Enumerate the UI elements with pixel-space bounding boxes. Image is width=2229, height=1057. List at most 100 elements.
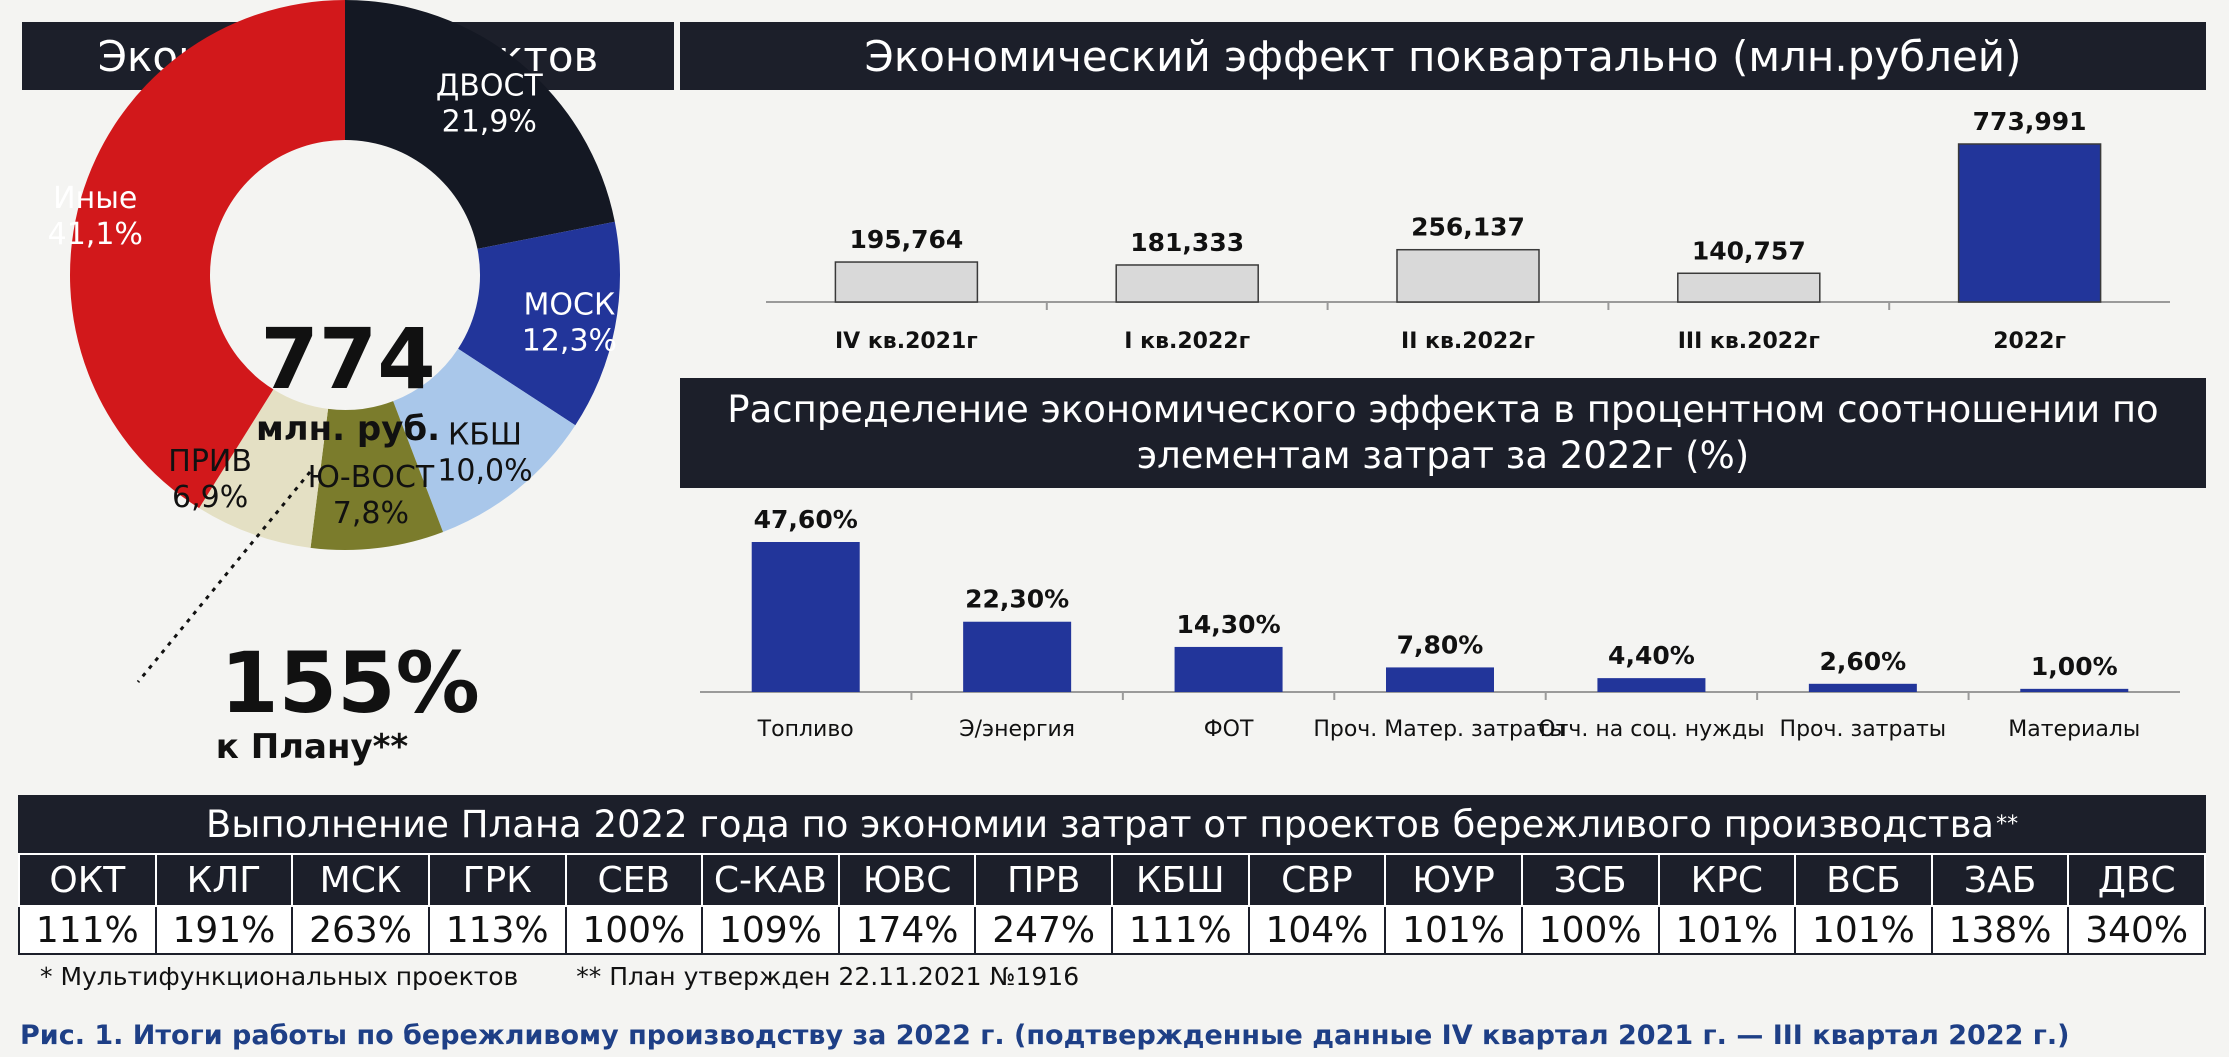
plan-table: ОКТ КЛГ МСК ГРК СЕВ С-КАВ ЮВС ПРВ КБШ СВР ЮУР ЗСБ КР… <box>18 853 2206 955</box>
distribution-category-3: Проч. Матер. затраты <box>1313 717 1566 742</box>
plan-column-2: МСК <box>291 853 430 907</box>
plan-column-13: ВСБ <box>1794 853 1933 907</box>
quarterly-value-0: 195,764 <box>849 225 963 254</box>
quarterly-category-2: II кв.2022г <box>1401 329 1535 354</box>
plan-column-15: ДВС <box>2067 853 2206 907</box>
plan-value-9: 104% <box>1247 905 1387 955</box>
plan-column-7: ПРВ <box>974 853 1113 907</box>
figure-caption: Рис. 1. Итоги работы по бережливому прои… <box>20 1020 2070 1051</box>
plan-column-10: ЮУР <box>1384 853 1523 907</box>
donut-slice-4 <box>199 389 329 548</box>
distribution-category-2: ФОТ <box>1204 717 1254 742</box>
distribution-bar-6 <box>2020 688 2129 692</box>
plan-table-header: Выполнение Плана 2022 года по экономии з… <box>18 795 2206 853</box>
plan-value-5: 109% <box>701 905 840 955</box>
donut-slice-2 <box>393 348 576 532</box>
plan-column-1: КЛГ <box>154 853 294 907</box>
plan-percent: 155% <box>220 634 480 732</box>
plan-column-8: КБШ <box>1111 853 1250 907</box>
distribution-value-2: 14,30% <box>1177 610 1281 639</box>
distribution-bar-chart: 47,60% Топливо 22,30% Э/энергия 14,30% ФОТ 7,8… <box>700 505 2180 742</box>
footnotes: * Мультифункциональных проектов ** План … <box>40 962 1129 991</box>
plan-column-0: ОКТ <box>18 853 157 907</box>
quarterly-value-2: 256,137 <box>1411 213 1525 242</box>
donut-slice-5 <box>70 0 346 509</box>
distribution-bar-2 <box>1174 646 1283 692</box>
donut-label-value-5: 41,1% <box>48 217 143 252</box>
distribution-bar-0 <box>751 542 860 692</box>
donut-slice-3 <box>310 401 444 550</box>
distribution-value-0: 47,60% <box>754 505 858 534</box>
plan-column-3: ГРК <box>427 853 567 907</box>
quarterly-value-3: 140,757 <box>1692 236 1806 265</box>
plan-table-title: Выполнение Плана 2022 года по экономии з… <box>205 802 1995 846</box>
distribution-category-1: Э/энергия <box>959 717 1075 742</box>
plan-value-6: 174% <box>837 905 977 955</box>
donut-label-name-2: КБШ <box>448 418 522 453</box>
plan-value-1: 191% <box>154 905 294 955</box>
distribution-category-0: Топливо <box>757 717 854 742</box>
plan-value-2: 263% <box>291 905 430 955</box>
donut-slice-0 <box>345 0 615 249</box>
quarterly-header: Экономический эффект поквартально (млн.р… <box>680 22 2206 90</box>
plan-value-7: 247% <box>974 905 1113 955</box>
donut-slice-1 <box>458 221 620 426</box>
quarterly-category-1: I кв.2022г <box>1124 329 1250 354</box>
distribution-header: Распределение экономического эффекта в п… <box>680 378 2206 488</box>
plan-value-14: 138% <box>1930 905 2070 955</box>
plan-value-11: 100% <box>1520 905 1660 955</box>
distribution-value-3: 7,80% <box>1397 630 1484 659</box>
distribution-bar-4 <box>1597 678 1706 692</box>
plan-value-4: 100% <box>564 905 704 955</box>
donut-label-name-0: ДВОСТ <box>436 68 544 103</box>
distribution-header-line1: Распределение экономического эффекта в п… <box>727 388 2159 431</box>
plan-value-8: 111% <box>1111 905 1250 955</box>
quarterly-bar-4 <box>1957 143 2102 303</box>
donut-label-value-3: 7,8% <box>333 496 409 531</box>
donut-label-name-5: Иные <box>53 181 137 216</box>
quarterly-category-0: IV кв.2021г <box>835 329 978 354</box>
footnote-1: * Мультифункциональных проектов <box>40 962 519 991</box>
distribution-bar-1 <box>963 621 1072 692</box>
quarterly-category-3: III кв.2022г <box>1678 329 1820 354</box>
plan-label: к Плану** <box>216 727 409 767</box>
quarterly-value-4: 773,991 <box>1973 107 2087 136</box>
donut-center-value: 774 <box>260 310 435 408</box>
distribution-value-5: 2,60% <box>1819 647 1906 676</box>
plan-column-4: СЕВ <box>564 853 704 907</box>
donut-label-value-1: 12,3% <box>522 324 617 359</box>
footnote-2: ** План утвержден 22.11.2021 №1916 <box>576 962 1080 991</box>
quarterly-bar-2 <box>1396 248 1540 303</box>
distribution-value-4: 4,40% <box>1608 641 1695 670</box>
donut-center-unit: млн. руб. <box>256 409 440 449</box>
plan-value-10: 101% <box>1384 905 1523 955</box>
plan-value-15: 340% <box>2067 905 2206 955</box>
distribution-value-6: 1,00% <box>2031 652 2118 681</box>
distribution-header-line2: элементам затрат за 2022г (%) <box>1136 434 1750 477</box>
plan-value-0: 111% <box>18 905 157 955</box>
plan-table-values-row: 111% 191% 263% 113% 100% 109% 174% 247% 111% 104%… <box>18 905 2206 955</box>
quarterly-category-4: 2022г <box>1993 329 2066 354</box>
distribution-category-5: Проч. затраты <box>1780 717 1947 742</box>
plan-column-11: ЗСБ <box>1520 853 1660 907</box>
plan-value-13: 101% <box>1794 905 1933 955</box>
quarterly-bar-3 <box>1677 272 1821 303</box>
plan-table-header-row: ОКТ КЛГ МСК ГРК СЕВ С-КАВ ЮВС ПРВ КБШ СВР ЮУР ЗСБ КР… <box>18 853 2206 907</box>
plan-value-3: 113% <box>427 905 567 955</box>
plan-column-12: КРС <box>1657 853 1797 907</box>
plan-value-12: 101% <box>1657 905 1797 955</box>
donut-label-name-1: МОСК <box>524 288 616 323</box>
quarterly-bar-1 <box>1115 264 1259 303</box>
plan-column-6: ЮВС <box>837 853 977 907</box>
distribution-category-6: Материалы <box>2008 717 2140 742</box>
quarterly-bar-0 <box>834 261 979 303</box>
donut-label-value-4: 6,9% <box>172 480 248 515</box>
distribution-bar-5 <box>1808 683 1917 692</box>
distribution-category-4: Отч. на соц. нужды <box>1538 717 1764 742</box>
plan-table-mark: ** <box>1996 811 2019 837</box>
distribution-value-1: 22,30% <box>965 585 1069 614</box>
quarterly-value-1: 181,333 <box>1130 228 1244 257</box>
plan-column-5: С-КАВ <box>701 853 840 907</box>
plan-column-9: СВР <box>1247 853 1387 907</box>
